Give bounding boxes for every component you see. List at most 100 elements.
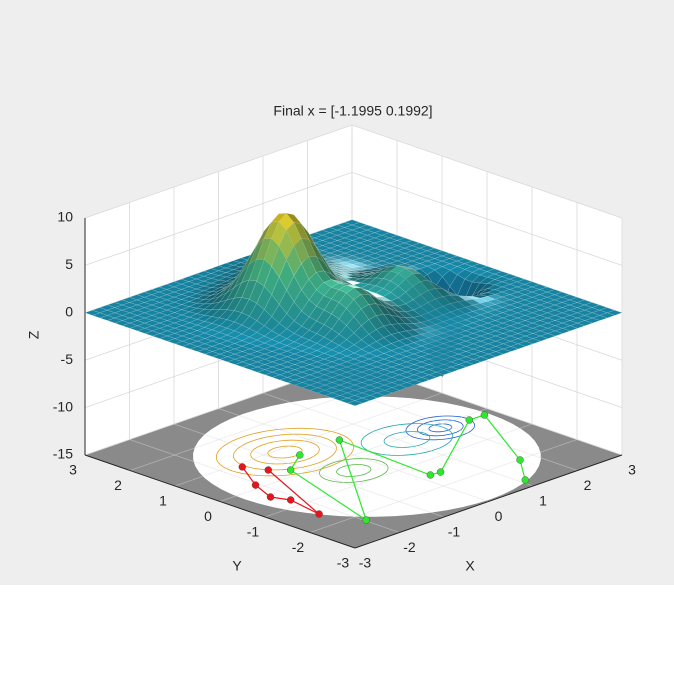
x-tick-label: -1 [448, 524, 461, 540]
data-point [516, 456, 524, 464]
surface-patch [405, 329, 422, 337]
surface-patch [256, 309, 273, 327]
grid-line [219, 408, 488, 502]
surface-patch [465, 296, 481, 300]
data-point [426, 471, 435, 479]
contour [383, 431, 431, 448]
surface-patch [397, 278, 414, 293]
surface-patch [323, 313, 340, 330]
surface-patch [391, 358, 408, 365]
surface-patch [301, 278, 317, 301]
contour [405, 415, 476, 441]
surface-patch [390, 297, 407, 307]
surface-patch [389, 260, 406, 266]
surface-patch [173, 304, 190, 310]
surface-patch [381, 258, 399, 264]
data-point [362, 516, 370, 524]
surface-patch [322, 257, 338, 262]
x-tick-label: -3 [359, 555, 372, 571]
x-tick-label: 3 [628, 462, 636, 478]
surface-patch [249, 280, 265, 304]
x-tick-label: -2 [403, 539, 416, 555]
surface-patch [271, 323, 288, 336]
surface-patch [366, 247, 383, 254]
surface-patch [494, 291, 511, 298]
series-line [289, 414, 526, 522]
surface-patch [173, 289, 190, 295]
surface-patch [336, 247, 354, 254]
surface-patch [180, 276, 197, 282]
surface-patch [479, 306, 496, 313]
surface-patch [249, 366, 266, 373]
surface-patch [411, 263, 428, 270]
surface-patch [316, 295, 332, 311]
grid-line [84, 171, 623, 266]
surface-patch [293, 344, 310, 352]
y-tick-label: -2 [292, 539, 305, 555]
surface-patch [309, 387, 326, 394]
data-point [286, 496, 295, 504]
z-tick-label: -5 [61, 351, 74, 367]
surface-patch [308, 350, 325, 357]
surface-patch [336, 237, 353, 244]
contour [428, 423, 453, 433]
surface-patch [405, 317, 422, 324]
surface-patch [331, 395, 349, 401]
surface-patch [336, 222, 353, 228]
surface-patch [195, 270, 212, 277]
surface-patch [472, 303, 489, 310]
surface-patch [509, 312, 526, 319]
floor-highlight [193, 396, 541, 517]
surface-patch [442, 295, 459, 304]
surface-patch [442, 303, 459, 313]
surface-patch [278, 212, 295, 231]
contour [417, 419, 464, 437]
grid-line [84, 124, 623, 219]
surface-patch [219, 327, 235, 336]
surface-patch [336, 242, 354, 249]
surface-patch [278, 229, 295, 261]
surface-patch [351, 237, 368, 244]
surface-patch [346, 316, 362, 334]
surface-patch [293, 263, 310, 291]
surface-patch [286, 379, 304, 386]
surface-patch [271, 245, 287, 278]
surface-patch [353, 274, 369, 279]
surface-patch [442, 318, 459, 326]
surface-patch [249, 339, 266, 347]
surface-patch [263, 265, 280, 296]
surface-patch [390, 347, 407, 355]
surface-patch [286, 275, 302, 303]
z-axis-label: Z [26, 330, 42, 339]
surface-patch [256, 222, 272, 247]
surface-patch [346, 400, 364, 407]
surface-patch [420, 302, 436, 314]
data-point [296, 451, 304, 459]
surface-patch [479, 301, 496, 308]
x-tick-label: 1 [539, 493, 547, 509]
surface-patch [188, 278, 205, 285]
surface-patch [404, 250, 421, 257]
data-point [335, 436, 344, 444]
surface-patch [465, 322, 482, 329]
surface-patch [264, 345, 281, 352]
y-tick-label: 1 [159, 493, 167, 509]
surface-patch [351, 222, 368, 228]
surface-patch [352, 272, 368, 275]
surface-patch [442, 335, 459, 342]
surface-patch [256, 238, 272, 261]
surface-patch [316, 353, 333, 360]
z-tick-label: -15 [53, 446, 73, 462]
chart-title: Final x = [-1.1995 0.1992] [273, 103, 432, 119]
surface-patch [248, 238, 265, 265]
surface-patch [486, 299, 504, 305]
surface-patch [226, 337, 243, 344]
surface-patch [457, 313, 474, 321]
surface-patch [203, 309, 220, 317]
surface-patch [472, 297, 489, 304]
surface-patch [366, 237, 383, 244]
surface-patch [339, 397, 356, 404]
surface-patch [263, 339, 280, 347]
surface-patch [353, 308, 370, 326]
surface-patch [390, 353, 407, 360]
